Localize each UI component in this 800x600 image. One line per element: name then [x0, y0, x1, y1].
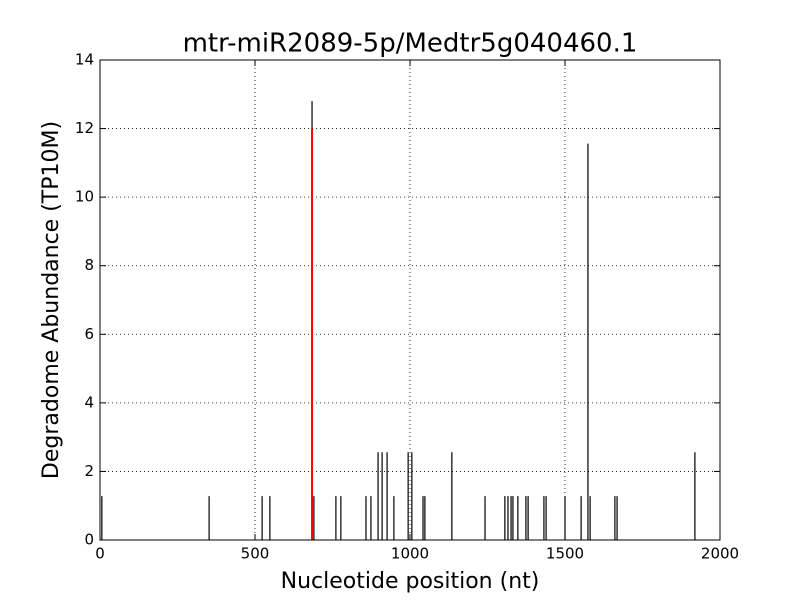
y-tick-label: 12: [75, 119, 94, 137]
y-tick-label: 4: [84, 393, 94, 411]
x-tick-label: 2000: [701, 545, 739, 563]
chart-title: mtr-miR2089-5p/Medtr5g040460.1: [183, 29, 638, 59]
x-tick-label: 500: [241, 545, 270, 563]
y-tick-label: 10: [75, 188, 94, 206]
x-axis-label: Nucleotide position (nt): [281, 569, 540, 594]
y-tick-label: 0: [84, 531, 94, 549]
y-tick-label: 14: [75, 51, 94, 69]
x-tick-label: 1000: [391, 545, 429, 563]
y-axis-label: Degradome Abundance (TP10M): [39, 121, 64, 479]
y-tick-label: 2: [84, 462, 94, 480]
plot-frame: [99, 59, 721, 541]
y-tick-label: 6: [84, 325, 94, 343]
x-tick-label: 0: [95, 545, 105, 563]
x-tick-label: 1500: [546, 545, 584, 563]
y-tick-label: 8: [84, 256, 94, 274]
